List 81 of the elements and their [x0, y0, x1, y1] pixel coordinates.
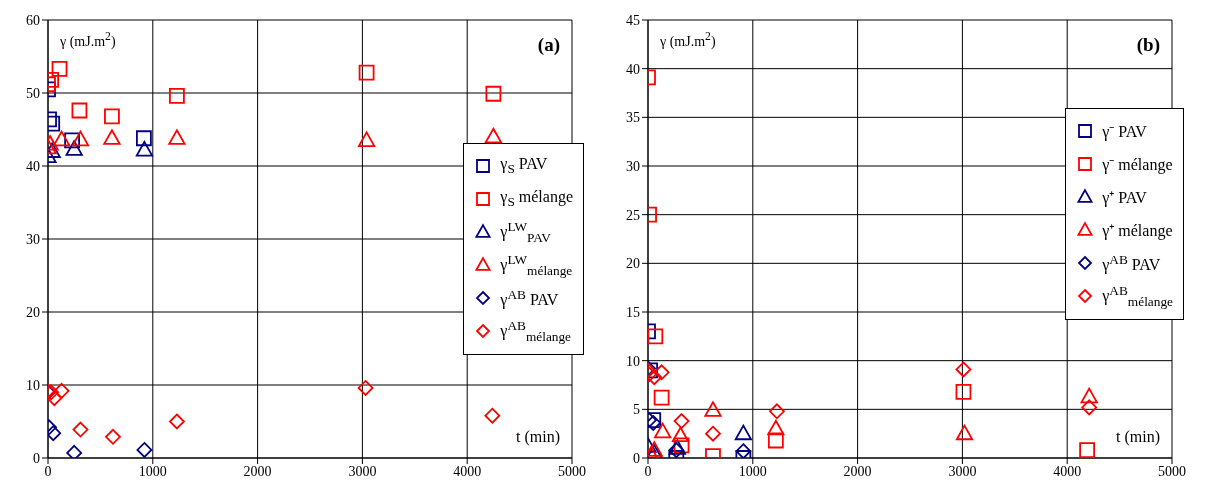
- y-tick-label: 0: [33, 450, 40, 466]
- point: [955, 424, 974, 441]
- legend-label: γ$^{AB}$ PAV: [1102, 251, 1161, 275]
- legend-label: γ⁻ PAV: [1102, 122, 1147, 143]
- y-tick-label: 5: [633, 402, 640, 418]
- point: [653, 364, 670, 381]
- y-tick-label: 20: [626, 256, 640, 272]
- point: [53, 130, 71, 147]
- point: [169, 88, 185, 104]
- point: [769, 403, 785, 420]
- x-tick-label: 0: [644, 463, 652, 479]
- y-tick-label: 40: [626, 61, 640, 77]
- point: [358, 64, 375, 81]
- point: [673, 413, 690, 429]
- point: [653, 389, 670, 406]
- point: [767, 432, 784, 449]
- y-tick-label: 15: [626, 304, 640, 320]
- point: [767, 419, 785, 436]
- legend-label: γ$^{AB}$ PAV: [500, 286, 559, 310]
- x-tick-label: 4000: [453, 463, 482, 479]
- x-tick-label: 5000: [1158, 463, 1186, 479]
- text: (a): [537, 34, 560, 56]
- y-tick-label: 25: [626, 207, 640, 223]
- y-tick-label: 30: [26, 231, 40, 247]
- y-tick-label: 10: [626, 353, 640, 369]
- x-tick-label: 2000: [243, 463, 272, 479]
- point: [48, 425, 62, 442]
- point: [485, 85, 502, 102]
- point: [704, 401, 722, 417]
- point: [1080, 387, 1098, 404]
- y-tick-label: 60: [26, 12, 40, 28]
- y-tick-label: 35: [626, 110, 640, 126]
- point: [71, 102, 88, 119]
- point: [484, 407, 501, 424]
- y-axis-title: γ (mJ.m$^{2}$): [660, 30, 716, 50]
- point: [705, 425, 721, 442]
- legend-label: γ⁺ PAV: [1102, 188, 1147, 209]
- point: [1079, 442, 1096, 458]
- point: [484, 127, 502, 144]
- legend-label: γ$_{S}$ mélange: [500, 188, 573, 211]
- point: [654, 422, 672, 439]
- legend-label: γ⁻ mélange: [1102, 155, 1173, 176]
- y-tick-label: 10: [26, 377, 40, 393]
- y-tick-label: 30: [626, 158, 640, 174]
- x-axis-title: t (min): [516, 428, 560, 446]
- x-tick-label: 2000: [843, 463, 872, 479]
- y-tick-label: 50: [26, 85, 40, 101]
- point: [671, 426, 690, 443]
- point: [357, 131, 376, 147]
- point: [955, 361, 972, 378]
- x-tick-label: 5000: [558, 463, 586, 479]
- point: [168, 129, 186, 145]
- legend-label: γ$_{S}$ PAV: [500, 155, 548, 178]
- point: [71, 130, 90, 147]
- y-tick-label: 40: [26, 158, 40, 174]
- point: [51, 61, 68, 77]
- x-tick-label: 3000: [348, 463, 377, 479]
- point: [648, 328, 664, 345]
- point: [673, 437, 690, 454]
- x-tick-label: 4000: [1053, 463, 1082, 479]
- x-tick-label: 3000: [948, 463, 977, 479]
- x-tick-label: 0: [44, 463, 52, 479]
- point: [48, 115, 61, 132]
- point: [104, 108, 120, 125]
- y-tick-label: 45: [626, 12, 640, 28]
- x-tick-label: 1000: [738, 463, 767, 479]
- x-tick-label: 1000: [138, 463, 167, 479]
- point: [357, 380, 374, 396]
- y-axis-title: γ (mJ.m$^{2}$): [60, 30, 116, 50]
- x-axis-title: t (min): [1116, 428, 1160, 446]
- text: (b): [1136, 34, 1160, 56]
- point: [72, 421, 89, 438]
- y-tick-label: 0: [633, 450, 640, 466]
- point: [734, 424, 752, 441]
- y-tick-label: 20: [26, 304, 40, 320]
- point: [955, 383, 972, 400]
- point: [103, 129, 121, 145]
- point: [169, 413, 185, 430]
- point: [105, 428, 121, 445]
- point: [1081, 399, 1098, 416]
- legend-label: γ⁺ mélange: [1102, 221, 1173, 242]
